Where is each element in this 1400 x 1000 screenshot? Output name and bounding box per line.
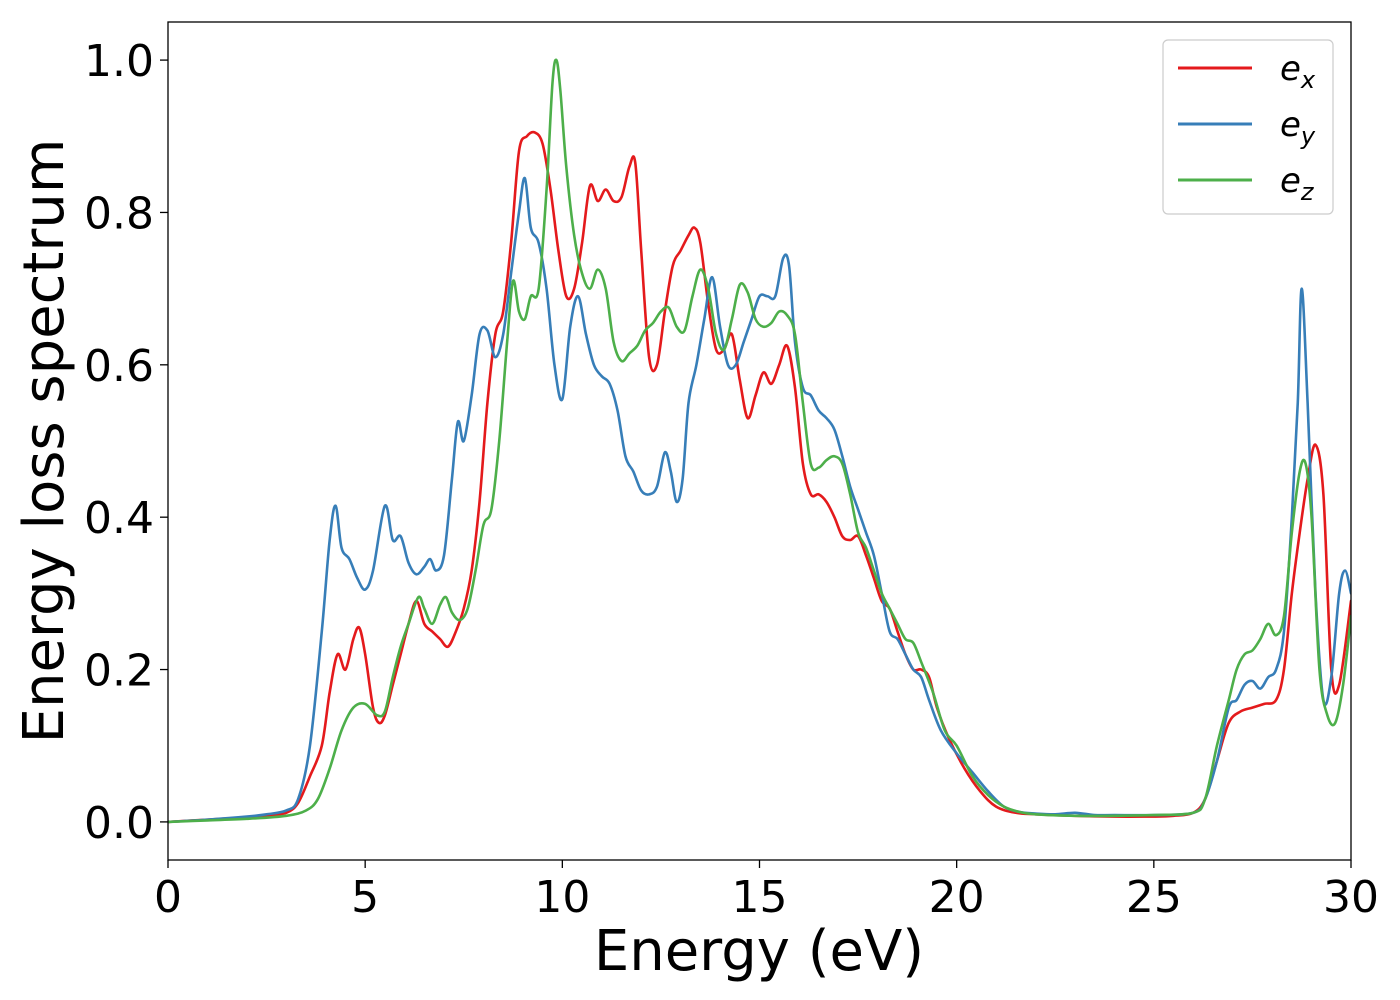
- x-axis-label: Energy (eV): [594, 919, 924, 984]
- x-tick-label: 30: [1323, 872, 1379, 923]
- series-line-y: [168, 176, 1351, 824]
- x-tick-label: 0: [154, 872, 182, 923]
- y-tick-label: 0.4: [84, 493, 154, 544]
- y-tick-label: 0.0: [84, 798, 154, 849]
- legend-frame: [1162, 39, 1334, 215]
- y-tick-label: 0.6: [84, 341, 154, 392]
- x-axis: 0 5 10 15 20 25 30: [154, 860, 1379, 923]
- series-layer: [168, 58, 1351, 824]
- legend-label-x: ex: [1280, 49, 1316, 94]
- y-axis-label: Energy loss spectrum: [12, 139, 77, 744]
- series-line-z: [168, 58, 1351, 824]
- x-tick-label: 5: [351, 872, 379, 923]
- x-tick-label: 15: [732, 872, 788, 923]
- y-tick-label: 0.2: [84, 646, 154, 697]
- y-tick-label: 1.0: [84, 36, 154, 87]
- x-tick-label: 25: [1126, 872, 1182, 923]
- x-tick-label: 10: [534, 872, 590, 923]
- legend-label-z: ez: [1280, 161, 1315, 206]
- x-tick-label: 20: [929, 872, 985, 923]
- legend: ex ey ez: [1162, 39, 1334, 215]
- y-axis: 0.0 0.2 0.4 0.6 0.8 1.0: [84, 36, 168, 849]
- legend-label-y: ey: [1280, 105, 1316, 150]
- y-tick-label: 0.8: [84, 188, 154, 239]
